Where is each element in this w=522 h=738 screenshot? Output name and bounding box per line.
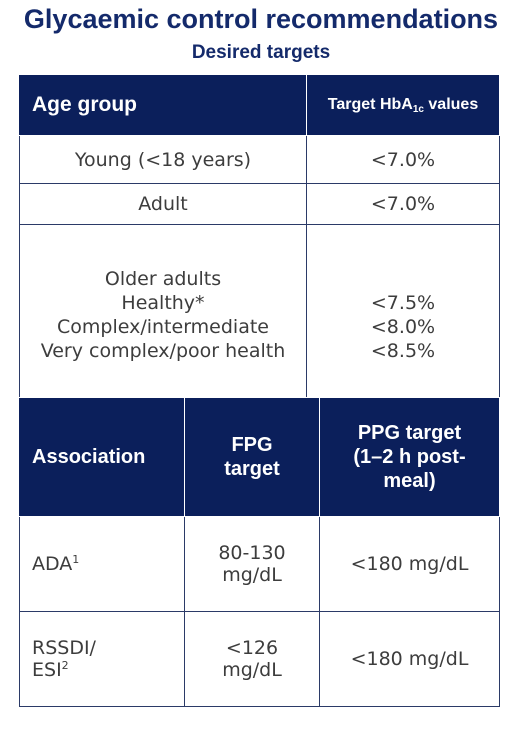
target-line: <8.0%: [370, 315, 436, 338]
target-header-subscript: 1c: [412, 103, 424, 115]
fpg-line: 80-130: [218, 542, 286, 564]
target-line: <8.5%: [370, 339, 436, 362]
page-title: Glycaemic control recommendations: [23, 4, 499, 34]
header-line: target: [224, 458, 280, 480]
target-cell: <7.5% <8.0% <8.5%: [306, 224, 500, 405]
fpg-ppg-targets-table: Association FPG target PPG target (1–2 h…: [19, 397, 500, 707]
association-name-line2: ESI2: [32, 659, 184, 681]
target-cell: <7.0%: [306, 135, 500, 184]
hba1c-targets-table: Age group Target HbA1c values Young (<18…: [19, 74, 500, 405]
table-header-row: Age group Target HbA1c values: [19, 74, 500, 136]
header-line: PPG target: [357, 422, 462, 444]
fpg-cell: 80-130 mg/dL: [184, 516, 320, 612]
header-line: meal): [383, 470, 436, 492]
target-header-prefix: Target HbA: [327, 95, 413, 113]
table-row: Older adults Healthy* Complex/intermedia…: [19, 224, 500, 405]
association-cell: RSSDI/ ESI2: [19, 611, 185, 707]
table-row: Adult <7.0%: [19, 183, 500, 225]
ppg-cell: <180 mg/dL: [319, 611, 500, 707]
table-header-row: Association FPG target PPG target (1–2 h…: [19, 397, 500, 517]
fpg-line: mg/dL: [222, 659, 282, 681]
association-name: RSSDI/: [32, 637, 96, 659]
fpg-target-header: FPG target: [184, 397, 320, 517]
age-cell: Young (<18 years): [19, 135, 307, 184]
fpg-line: mg/dL: [222, 564, 282, 586]
age-cell: Adult: [19, 183, 307, 225]
footnote-ref: 2: [61, 659, 69, 672]
table-row: RSSDI/ ESI2 <126 mg/dL <180 mg/dL: [19, 611, 500, 707]
table-row: ADA1 80-130 mg/dL <180 mg/dL: [19, 516, 500, 612]
age-line: Complex/intermediate: [57, 315, 269, 338]
age-line: Older adults: [104, 267, 222, 290]
table-row: Young (<18 years) <7.0%: [19, 135, 500, 184]
ppg-target-header: PPG target (1–2 h post- meal): [319, 397, 500, 517]
header-line: (1–2 h post-: [353, 446, 466, 468]
association-header: Association: [19, 397, 185, 517]
target-line: <7.5%: [370, 291, 436, 314]
target-cell: <7.0%: [306, 183, 500, 225]
age-cell: Older adults Healthy* Complex/intermedia…: [19, 224, 307, 405]
age-line: Healthy*: [121, 291, 205, 314]
age-group-header: Age group: [19, 74, 307, 136]
fpg-line: <126: [225, 637, 279, 659]
ppg-cell: <180 mg/dL: [319, 516, 500, 612]
age-line: Very complex/poor health: [40, 339, 286, 362]
page-subtitle: Desired targets: [191, 42, 331, 63]
target-header-suffix: values: [423, 95, 479, 113]
association-cell: ADA1: [19, 516, 185, 612]
fpg-cell: <126 mg/dL: [184, 611, 320, 707]
header-line: FPG: [231, 434, 273, 456]
association-name-part: ESI: [32, 659, 62, 681]
footnote-ref: 1: [72, 553, 80, 566]
target-hba1c-header: Target HbA1c values: [306, 74, 500, 136]
association-name: ADA: [32, 553, 73, 575]
